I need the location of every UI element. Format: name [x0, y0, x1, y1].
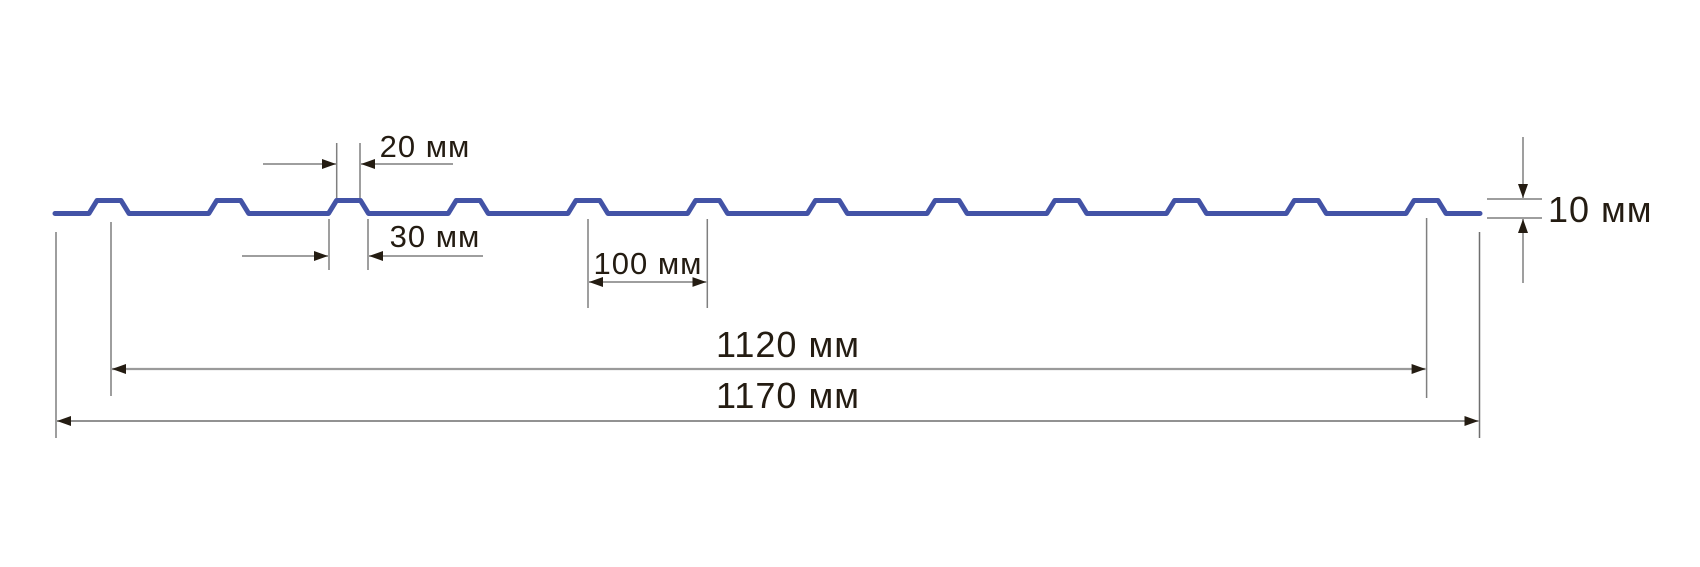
- dim-label-rib-top-width: 20 мм: [380, 129, 471, 164]
- dim-label-rib-pitch: 100 мм: [594, 246, 703, 281]
- dim-label-profile-height: 10 мм: [1548, 189, 1653, 230]
- dim-rib-base-width: [242, 219, 483, 270]
- dim-profile-height: [1487, 137, 1542, 283]
- sheet-profile-line: [52, 198, 1483, 216]
- dim-working-width: [110, 218, 1428, 398]
- dim-label-overall-width: 1170 мм: [716, 375, 860, 416]
- dim-label-rib-base-width: 30 мм: [390, 219, 481, 254]
- dim-label-working-width: 1120 мм: [716, 324, 860, 365]
- dim-rib-pitch: [587, 219, 709, 308]
- dim-rib-top-width: [263, 143, 453, 198]
- dim-overall-width: [55, 232, 1481, 438]
